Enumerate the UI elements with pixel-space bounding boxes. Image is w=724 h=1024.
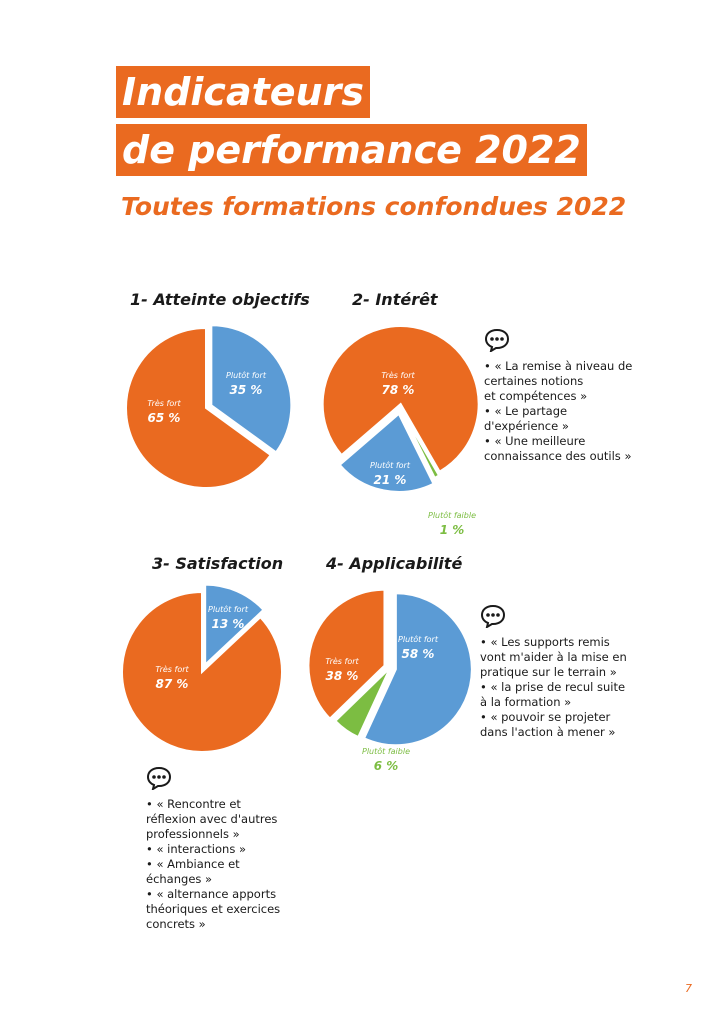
- page-subtitle: Toutes formations confondues 2022: [121, 192, 627, 221]
- slice-label: Plutôt faible: [362, 746, 410, 756]
- comment-item: • « Les supports remis vont m'aider à la…: [480, 635, 627, 679]
- comments-applicabilite: • « Les supports remis vont m'aider à la…: [480, 604, 640, 740]
- pie-slice-plutôt-fort: [338, 412, 435, 493]
- chart-title-atteinte: 1- Atteinte objectifs: [130, 290, 310, 309]
- page-title-line2: de performance 2022: [116, 124, 587, 176]
- comments-interet: • « La remise à niveau de certaines noti…: [484, 328, 644, 464]
- slice-value-label: 35 %: [230, 383, 263, 397]
- slice-value-label: 6 %: [374, 759, 399, 773]
- slice-label: Très fort: [155, 664, 189, 674]
- comment-item: • « interactions »: [146, 842, 247, 856]
- slice-label: Plutôt fort: [226, 370, 267, 380]
- slice-label: Très fort: [147, 398, 181, 408]
- pie-chart-applicabilite: Plutôt fort 58 % Plutôt faible 6 % Très fort…: [307, 588, 473, 773]
- comment-item: • « Une meilleure connaissance des outil…: [484, 434, 632, 463]
- slice-label: Plutôt fort: [398, 634, 439, 644]
- comment-item: • « pouvoir se projeter dans l'action à …: [480, 710, 616, 739]
- pie-slice-très-fort: [121, 590, 283, 753]
- comments-satisfaction: • « Rencontre et réflexion avec d'autres…: [146, 766, 306, 932]
- pie-slice-très-fort: [125, 326, 273, 489]
- slice-value-label: 87 %: [156, 677, 189, 691]
- chart-title-satisfaction: 3- Satisfaction: [152, 554, 284, 573]
- slice-label: Plutôt fort: [370, 460, 411, 470]
- slice-value-label: 1 %: [440, 523, 465, 537]
- slice-value-label: 38 %: [326, 669, 359, 683]
- comment-item: • « Rencontre et réflexion avec d'autres…: [146, 797, 278, 841]
- pie-slice-plutôt-fort: [204, 583, 265, 667]
- chart-title-interet: 2- Intérêt: [352, 290, 438, 309]
- pie-slice-plutôt-faible: [334, 667, 391, 739]
- page-title-line1: Indicateurs: [116, 66, 370, 118]
- pie-slice-très-fort: [321, 325, 480, 473]
- comment-item: • « La remise à niveau de certaines noti…: [484, 359, 633, 403]
- pie-slice-très-fort: [307, 588, 386, 720]
- pie-slice-plutôt-fort: [210, 324, 293, 454]
- speech-bubble-icon: [484, 328, 644, 356]
- comment-item: • « la prise de recul suite à la formati…: [480, 680, 626, 709]
- pie-slice-plutôt-faible: [399, 407, 441, 480]
- slice-value-label: 21 %: [374, 473, 407, 487]
- slice-value-label: 65 %: [148, 411, 181, 425]
- slice-label: Plutôt faible: [428, 510, 476, 520]
- comment-item: • « Le partage d'expérience »: [484, 404, 569, 433]
- pie-chart-satisfaction: Plutôt fort 13 % Très fort 87 %: [121, 583, 283, 753]
- slice-value-label: 78 %: [382, 383, 415, 397]
- comment-item: • « Ambiance et échanges »: [146, 857, 240, 886]
- slice-value-label: 13 %: [212, 617, 245, 631]
- slice-label: Plutôt fort: [208, 604, 249, 614]
- speech-bubble-icon: [146, 766, 306, 794]
- speech-bubble-icon: [480, 604, 640, 632]
- pie-chart-atteinte: Plutôt fort 35 % Très fort 65 %: [125, 324, 293, 489]
- pie-slice-plutôt-fort: [362, 592, 473, 747]
- pie-chart-interet: Plutôt faible 1 % Plutôt fort 21 % Très fort…: [321, 325, 480, 537]
- comment-item: • « alternance apports théoriques et exe…: [146, 887, 281, 931]
- slice-label: Très fort: [381, 370, 415, 380]
- page-number: 7: [685, 982, 692, 995]
- chart-title-applicabilite: 4- Applicabilité: [326, 554, 463, 573]
- slice-label: Très fort: [325, 656, 359, 666]
- slice-value-label: 58 %: [402, 647, 435, 661]
